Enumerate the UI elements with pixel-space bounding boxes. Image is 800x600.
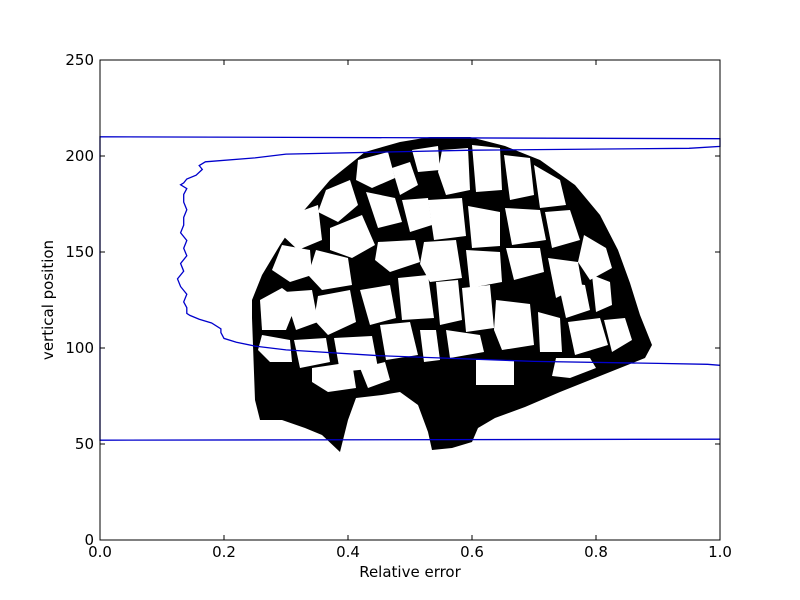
structure-cell (392, 162, 418, 195)
structure-cell (504, 155, 534, 200)
y-tick-label: 250 (65, 51, 94, 69)
structure-cell (505, 208, 546, 245)
structure-cell (284, 290, 318, 330)
structure-cell (578, 235, 612, 280)
structure-cell (312, 362, 356, 392)
structure-cell (545, 210, 580, 248)
structure-cell (506, 248, 544, 280)
series-line (99, 136, 721, 441)
structure-cell (308, 250, 352, 290)
structure-cell (446, 330, 484, 358)
structure-cell (420, 240, 462, 282)
structure-cell (534, 165, 566, 208)
structure-cell (552, 358, 596, 378)
y-tick-label: 0 (84, 531, 94, 549)
structure-cell (398, 275, 434, 320)
structure-cell (356, 152, 395, 188)
structure-cell (476, 360, 514, 385)
structure-cell (494, 300, 534, 350)
y-tick-label: 150 (65, 243, 94, 261)
structure-cell (592, 275, 612, 312)
structure-cell (538, 312, 562, 352)
structure-cell (438, 148, 470, 195)
structure-cell (294, 338, 330, 368)
y-tick-label: 200 (65, 147, 94, 165)
structure-cell (330, 215, 375, 258)
structure-cell (318, 180, 358, 222)
cellular-structure-image (252, 137, 652, 452)
x-tick-label: 0.0 (88, 543, 112, 561)
x-tick-label: 0.2 (212, 543, 236, 561)
structure-cell (375, 240, 420, 272)
structure-cell (466, 250, 502, 288)
x-tick-label: 1.0 (708, 543, 732, 561)
y-tick-label: 100 (65, 339, 94, 357)
structure-cell (436, 280, 462, 325)
structure-cell (472, 145, 502, 192)
structure-cell (380, 322, 418, 360)
structure-cell (366, 192, 402, 228)
structure-cell (314, 290, 356, 335)
structure-cell (568, 318, 608, 355)
structure-cell (420, 330, 440, 362)
x-tick-label: 0.8 (584, 543, 608, 561)
x-tick-label: 0.4 (336, 543, 360, 561)
structure-cell (272, 245, 312, 282)
plot-frame (99, 59, 721, 541)
structure-cell (468, 206, 500, 248)
x-axis-label: Relative error (359, 563, 461, 581)
structure-cell (402, 198, 432, 232)
structure-cell (282, 205, 322, 250)
structure-cell (428, 198, 466, 240)
structure-cell (360, 285, 396, 325)
structure-cell (412, 146, 440, 172)
series-layer (99, 136, 721, 441)
structure-cell (558, 282, 590, 318)
structure-cell (604, 318, 632, 352)
y-axis-label: vertical position (39, 240, 57, 360)
x-tick-label: 0.6 (460, 543, 484, 561)
ticks-layer: 0.0 0.2 0.4 0.6 0.8 1.0 0 50 100 150 200 250 (65, 51, 732, 561)
structure-cell (462, 285, 494, 332)
y-tick-label: 50 (75, 435, 94, 453)
structure-cell (360, 362, 390, 388)
